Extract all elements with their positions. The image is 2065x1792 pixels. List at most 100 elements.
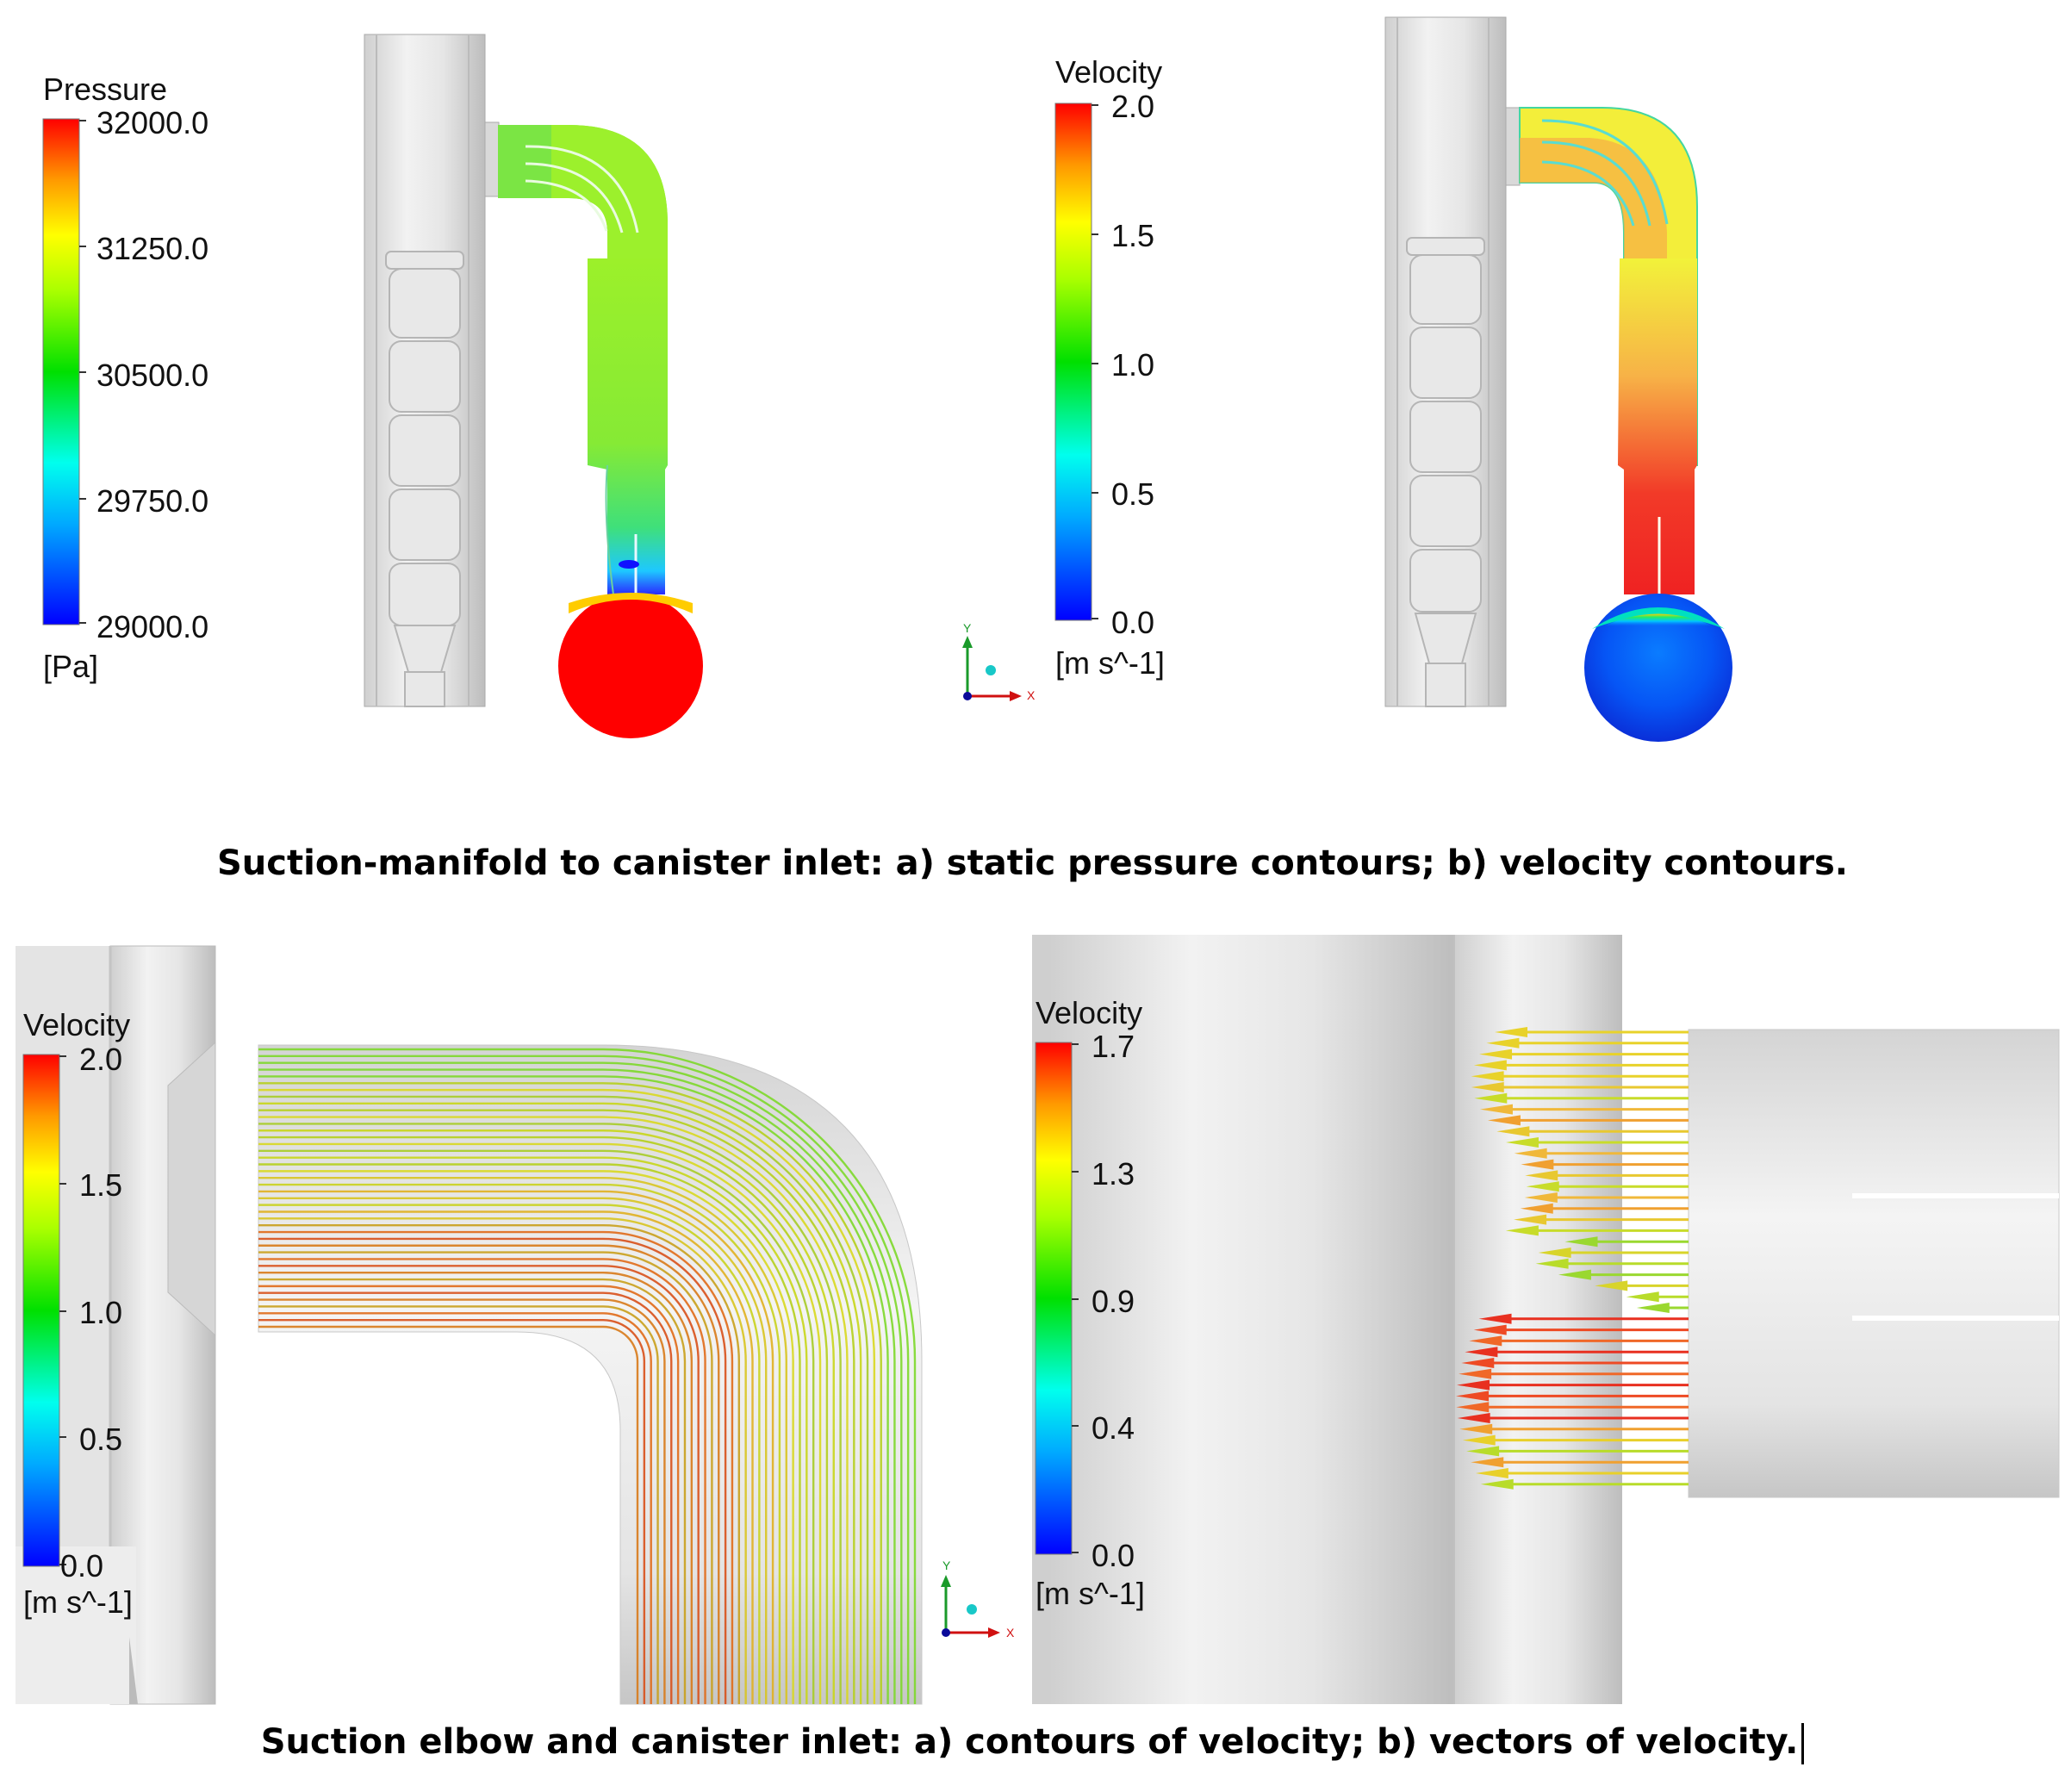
- pressure-tick-4: 29000.0: [96, 609, 209, 644]
- streamlines-tick-0: 2.0: [79, 1042, 123, 1077]
- streamline: [258, 1136, 829, 1704]
- axis-triad-bottom: [941, 1575, 1000, 1638]
- streamline: [258, 1224, 741, 1704]
- velocity-vector-head: [1535, 1258, 1569, 1269]
- pressure-tick-2: 30500.0: [96, 358, 209, 393]
- velocity-vector-head: [1524, 1192, 1558, 1203]
- velocity-vector-head: [1462, 1434, 1496, 1446]
- velocity-vector-head: [1479, 1048, 1513, 1060]
- velocity-vector-head: [1466, 1446, 1500, 1457]
- velocity-vector-head: [1564, 1236, 1598, 1248]
- vectors-tick-3: 0.4: [1092, 1410, 1135, 1446]
- velocity-vector-head: [1471, 1457, 1504, 1468]
- streamline: [258, 1156, 808, 1704]
- velocity-vector-head: [1514, 1214, 1547, 1225]
- velocity-vector-head: [1456, 1391, 1490, 1402]
- streamline: [258, 1095, 869, 1704]
- streamline: [258, 1075, 889, 1704]
- streamline: [258, 1217, 747, 1704]
- streamline: [258, 1190, 774, 1704]
- streamline: [258, 1177, 787, 1704]
- streamline: [258, 1109, 855, 1704]
- velocity-vector-head: [1520, 1203, 1553, 1214]
- streamline: [258, 1265, 700, 1704]
- colorbar-pressure: [42, 118, 80, 625]
- vectors-legend-title: Velocity: [1036, 995, 1143, 1030]
- streamline: [258, 1102, 862, 1704]
- vectors-unit: [m s^-1]: [1036, 1576, 1145, 1611]
- pressure-legend-title: Pressure: [43, 72, 168, 107]
- velocity-vector-head: [1457, 1379, 1490, 1391]
- velocity-vector-head: [1461, 1358, 1495, 1368]
- caption-top: Suction-manifold to canister inlet: a) s…: [216, 843, 1848, 883]
- velocity-vector-head: [1521, 1159, 1554, 1170]
- streamline: [258, 1170, 794, 1704]
- streamline: [258, 1230, 734, 1704]
- streamline: [258, 1061, 903, 1704]
- velocity-vector-head: [1479, 1104, 1513, 1115]
- pressure-tick-0: 32000.0: [96, 105, 209, 140]
- streamline: [258, 1068, 896, 1704]
- streamlines-tick-2: 1.0: [79, 1295, 123, 1330]
- velocity-vector-head: [1526, 1181, 1559, 1192]
- colorbar-velocity-top: [1054, 103, 1092, 621]
- colorbar-velocity-streamlines: [22, 1054, 60, 1567]
- velocity-vector-head: [1475, 1468, 1508, 1478]
- streamline: [258, 1291, 673, 1704]
- velocity-vector-head: [1505, 1225, 1539, 1236]
- vectors-tick-1: 1.3: [1092, 1156, 1135, 1192]
- velocity-elbow: [1519, 107, 1732, 742]
- streamline: [258, 1149, 815, 1704]
- streamline: [258, 1285, 680, 1704]
- velocity-vector-head: [1459, 1423, 1493, 1434]
- streamline: [258, 1048, 917, 1704]
- canister-b: [1384, 16, 1521, 707]
- streamline: [258, 1210, 754, 1704]
- velocity-vector-head: [1473, 1060, 1507, 1071]
- streamline: [258, 1237, 727, 1704]
- streamline: [258, 1278, 687, 1704]
- caption-bottom: Suction elbow and canister inlet: a) con…: [0, 1723, 2065, 1764]
- streamline: [258, 1318, 646, 1704]
- streamline: [258, 1204, 761, 1704]
- velocity-vector-head: [1474, 1092, 1508, 1104]
- text-cursor: [1801, 1723, 1805, 1764]
- pressure-tick-3: 29750.0: [96, 483, 209, 519]
- streamline: [258, 1163, 801, 1704]
- velocity-top-unit: [m s^-1]: [1055, 645, 1165, 681]
- vectors-tick-4: 0.0: [1092, 1538, 1135, 1573]
- velocity-vector-head: [1495, 1027, 1527, 1037]
- vector-canister: [1032, 935, 2060, 1704]
- streamline-elbow: [258, 1044, 923, 1705]
- velocity-vector-head: [1486, 1037, 1520, 1048]
- velocity-vector-head: [1538, 1248, 1571, 1258]
- pressure-tick-1: 31250.0: [96, 231, 209, 266]
- streamline: [258, 1183, 781, 1704]
- velocity-vector-head: [1558, 1269, 1591, 1280]
- velocity-vector-head: [1626, 1291, 1659, 1303]
- streamline: [258, 1055, 910, 1704]
- streamline: [258, 1271, 694, 1704]
- velocity-vector-head: [1487, 1115, 1521, 1126]
- velocity-vector-head: [1480, 1478, 1514, 1490]
- streamline: [258, 1088, 876, 1704]
- velocity-vector-head: [1459, 1368, 1492, 1379]
- velocity-vector-head: [1465, 1347, 1498, 1358]
- streamline: [258, 1082, 882, 1704]
- streamline: [258, 1197, 768, 1704]
- streamline: [258, 1312, 652, 1704]
- velocity-vector-head: [1473, 1324, 1507, 1335]
- velocity-vector-head: [1636, 1303, 1670, 1313]
- velocity-vector-head: [1456, 1402, 1490, 1413]
- velocity-vector-head: [1496, 1126, 1530, 1137]
- pressure-unit: [Pa]: [43, 649, 99, 684]
- vectors-tick-2: 0.9: [1092, 1284, 1135, 1319]
- velocity-vector-head: [1595, 1280, 1628, 1291]
- colorbar-velocity-vectors: [1035, 1042, 1073, 1555]
- streamlines-unit: [m s^-1]: [23, 1584, 133, 1620]
- streamlines-tick-4: 0.0: [60, 1548, 104, 1584]
- pressure-sphere: [558, 594, 703, 738]
- velocity-vector-head: [1514, 1148, 1547, 1159]
- velocity-top-tick-4: 0.0: [1111, 605, 1155, 640]
- caption-bottom-text: Suction elbow and canister inlet: a) con…: [260, 1722, 1799, 1762]
